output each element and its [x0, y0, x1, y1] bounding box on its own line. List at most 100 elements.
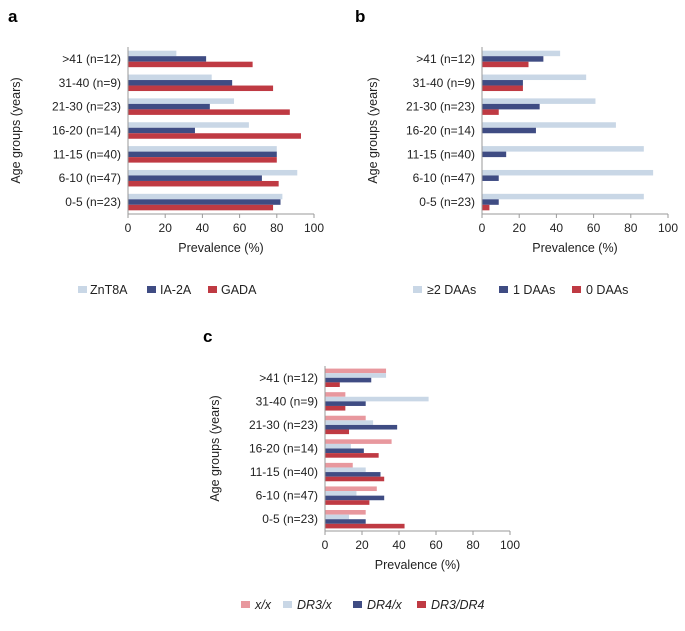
panel-c-x-tick-label: 40	[392, 538, 406, 552]
panel-a-x-tick-label: 40	[196, 221, 210, 235]
chart-panel-b: 0-5 (n=23) 6-10 (n=47) 11-15 (n=40) 16-20 (…	[366, 47, 678, 297]
panel-c-category-label: 21-30 (n=23)	[249, 418, 318, 432]
panel-a-legend-label: ZnT8A	[90, 283, 128, 297]
panel-c-bar-4-2	[325, 500, 370, 505]
panel-a-bar-3-2	[128, 180, 279, 187]
panel-a-category-label: >41 (n=12)	[62, 52, 121, 66]
panel-letter-b: b	[355, 7, 365, 26]
panel-c-bar-3-6	[325, 401, 366, 406]
panel-a-bar-1-2	[128, 169, 298, 176]
panel-a-bar-2-1	[128, 199, 281, 205]
panel-a-legend-label: GADA	[221, 283, 257, 297]
panel-b-bar-1-7	[482, 50, 561, 57]
panel-c-legend-swatch	[283, 601, 292, 608]
panel-a-category-label: 6-10 (n=47)	[59, 171, 121, 185]
panel-b-category-label: 16-20 (n=14)	[406, 124, 475, 138]
panel-b-legend-label: ≥2 DAAs	[427, 283, 476, 297]
panel-b-bar-1-1	[482, 193, 644, 200]
panel-c-bar-1-6	[325, 392, 346, 397]
panel-c-x-tick-label: 60	[429, 538, 443, 552]
panel-b-bar-2-3	[482, 151, 507, 158]
panel-b-bar-3-6	[482, 85, 523, 92]
panel-c-bar-2-7	[325, 373, 387, 378]
panel-a-bar-1-5	[128, 98, 235, 104]
panel-b-x-tick-label: 80	[624, 221, 638, 235]
panel-a-category-label: 16-20 (n=14)	[52, 124, 121, 138]
panel-a-x-tick-label: 20	[159, 221, 173, 235]
panel-b-bar-3-7	[482, 61, 529, 68]
panel-b-category-label: 0-5 (n=23)	[419, 195, 475, 209]
panel-a-bar-1-6	[128, 74, 212, 81]
panel-c-bar-1-3	[325, 462, 353, 468]
panel-b-bar-2-7	[482, 56, 544, 62]
panel-b-bar-2-4	[482, 127, 536, 134]
panel-c-category-label: 11-15 (n=40)	[250, 465, 318, 479]
panel-c-bar-4-6	[325, 405, 346, 411]
panel-b-bar-1-4	[482, 122, 616, 128]
panel-a-y-axis-label: Age groups (years)	[9, 77, 23, 183]
panel-a-bar-1-7	[128, 50, 177, 57]
panel-c-y-axis-label: Age groups (years)	[208, 395, 222, 501]
panel-a-x-tick-label: 60	[233, 221, 247, 235]
panel-c-bar-3-5	[325, 424, 398, 430]
panel-c-x-tick-label: 80	[466, 538, 480, 552]
panel-c-bar-4-7	[325, 382, 340, 387]
panel-c-legend-label: DR3/DR4	[431, 598, 485, 612]
panel-a-legend-label: IA-2A	[160, 283, 192, 297]
panel-b-y-axis-label: Age groups (years)	[366, 77, 380, 183]
panel-c-bar-2-5	[325, 420, 374, 425]
panel-c-bar-3-2	[325, 495, 385, 501]
panel-a-bar-2-2	[128, 175, 262, 181]
panel-a-legend-swatch	[147, 286, 156, 293]
panel-c-x-tick-label: 100	[500, 538, 520, 552]
panel-a-category-label: 31-40 (n=9)	[59, 76, 121, 90]
panel-b-bar-2-5	[482, 103, 540, 110]
panel-a-legend-swatch	[78, 286, 87, 293]
panel-a-bar-1-4	[128, 122, 249, 128]
panel-c-bar-1-1	[325, 510, 366, 515]
panel-b-bar-2-1	[482, 199, 499, 205]
panel-c-bar-3-4	[325, 448, 364, 454]
panel-c-category-label: 16-20 (n=14)	[249, 442, 318, 456]
panel-b-legend-swatch	[413, 286, 422, 293]
panel-b-x-tick-label: 40	[550, 221, 564, 235]
panel-c-legend-swatch	[417, 601, 426, 608]
panel-c-legend-swatch	[353, 601, 362, 608]
panel-b-bar-2-2	[482, 175, 499, 181]
panel-a-legend-swatch	[208, 286, 217, 293]
panel-a-bar-3-1	[128, 204, 274, 211]
panel-c-bar-2-2	[325, 491, 357, 496]
panel-b-bar-3-5	[482, 109, 499, 115]
panel-c-bar-3-1	[325, 519, 366, 524]
panel-a-bar-3-3	[128, 157, 277, 163]
panel-a-bar-3-5	[128, 109, 290, 115]
panel-b-bar-3-1	[482, 204, 490, 211]
panel-b-bar-1-2	[482, 169, 654, 176]
panel-c-bar-4-5	[325, 429, 350, 435]
chart-panel-c: 0-5 (n=23) 6-10 (n=47) 11-15 (n=40) 16-20 (…	[208, 366, 520, 612]
panel-c-bar-1-5	[325, 415, 366, 421]
panel-a-category-label: 11-15 (n=40)	[53, 147, 121, 161]
panel-b-x-tick-label: 20	[513, 221, 527, 235]
panel-b-legend-label: 0 DAAs	[586, 283, 628, 297]
panel-letter-a: a	[8, 7, 18, 26]
panel-b-legend-swatch	[499, 286, 508, 293]
panel-a-category-label: 21-30 (n=23)	[52, 100, 121, 114]
panel-a-bar-2-7	[128, 56, 207, 62]
panel-b-category-label: 6-10 (n=47)	[413, 171, 475, 185]
panel-a-category-label: 0-5 (n=23)	[65, 195, 121, 209]
panel-c-bar-4-1	[325, 523, 405, 529]
panel-a-bar-2-6	[128, 80, 233, 86]
panel-a-bar-3-6	[128, 85, 274, 92]
panel-a-x-tick-label: 80	[270, 221, 284, 235]
panel-c-category-label: 0-5 (n=23)	[262, 512, 318, 526]
panel-a-bar-1-1	[128, 193, 283, 200]
panel-c-bar-3-3	[325, 472, 381, 477]
panel-a-bar-2-4	[128, 127, 195, 134]
panel-c-bar-2-3	[325, 467, 366, 473]
panel-a-x-tick-label: 0	[125, 221, 132, 235]
panel-b-x-axis-label: Prevalence (%)	[532, 241, 617, 255]
panel-c-bar-2-6	[325, 396, 429, 402]
panel-b-category-label: 21-30 (n=23)	[406, 100, 475, 114]
